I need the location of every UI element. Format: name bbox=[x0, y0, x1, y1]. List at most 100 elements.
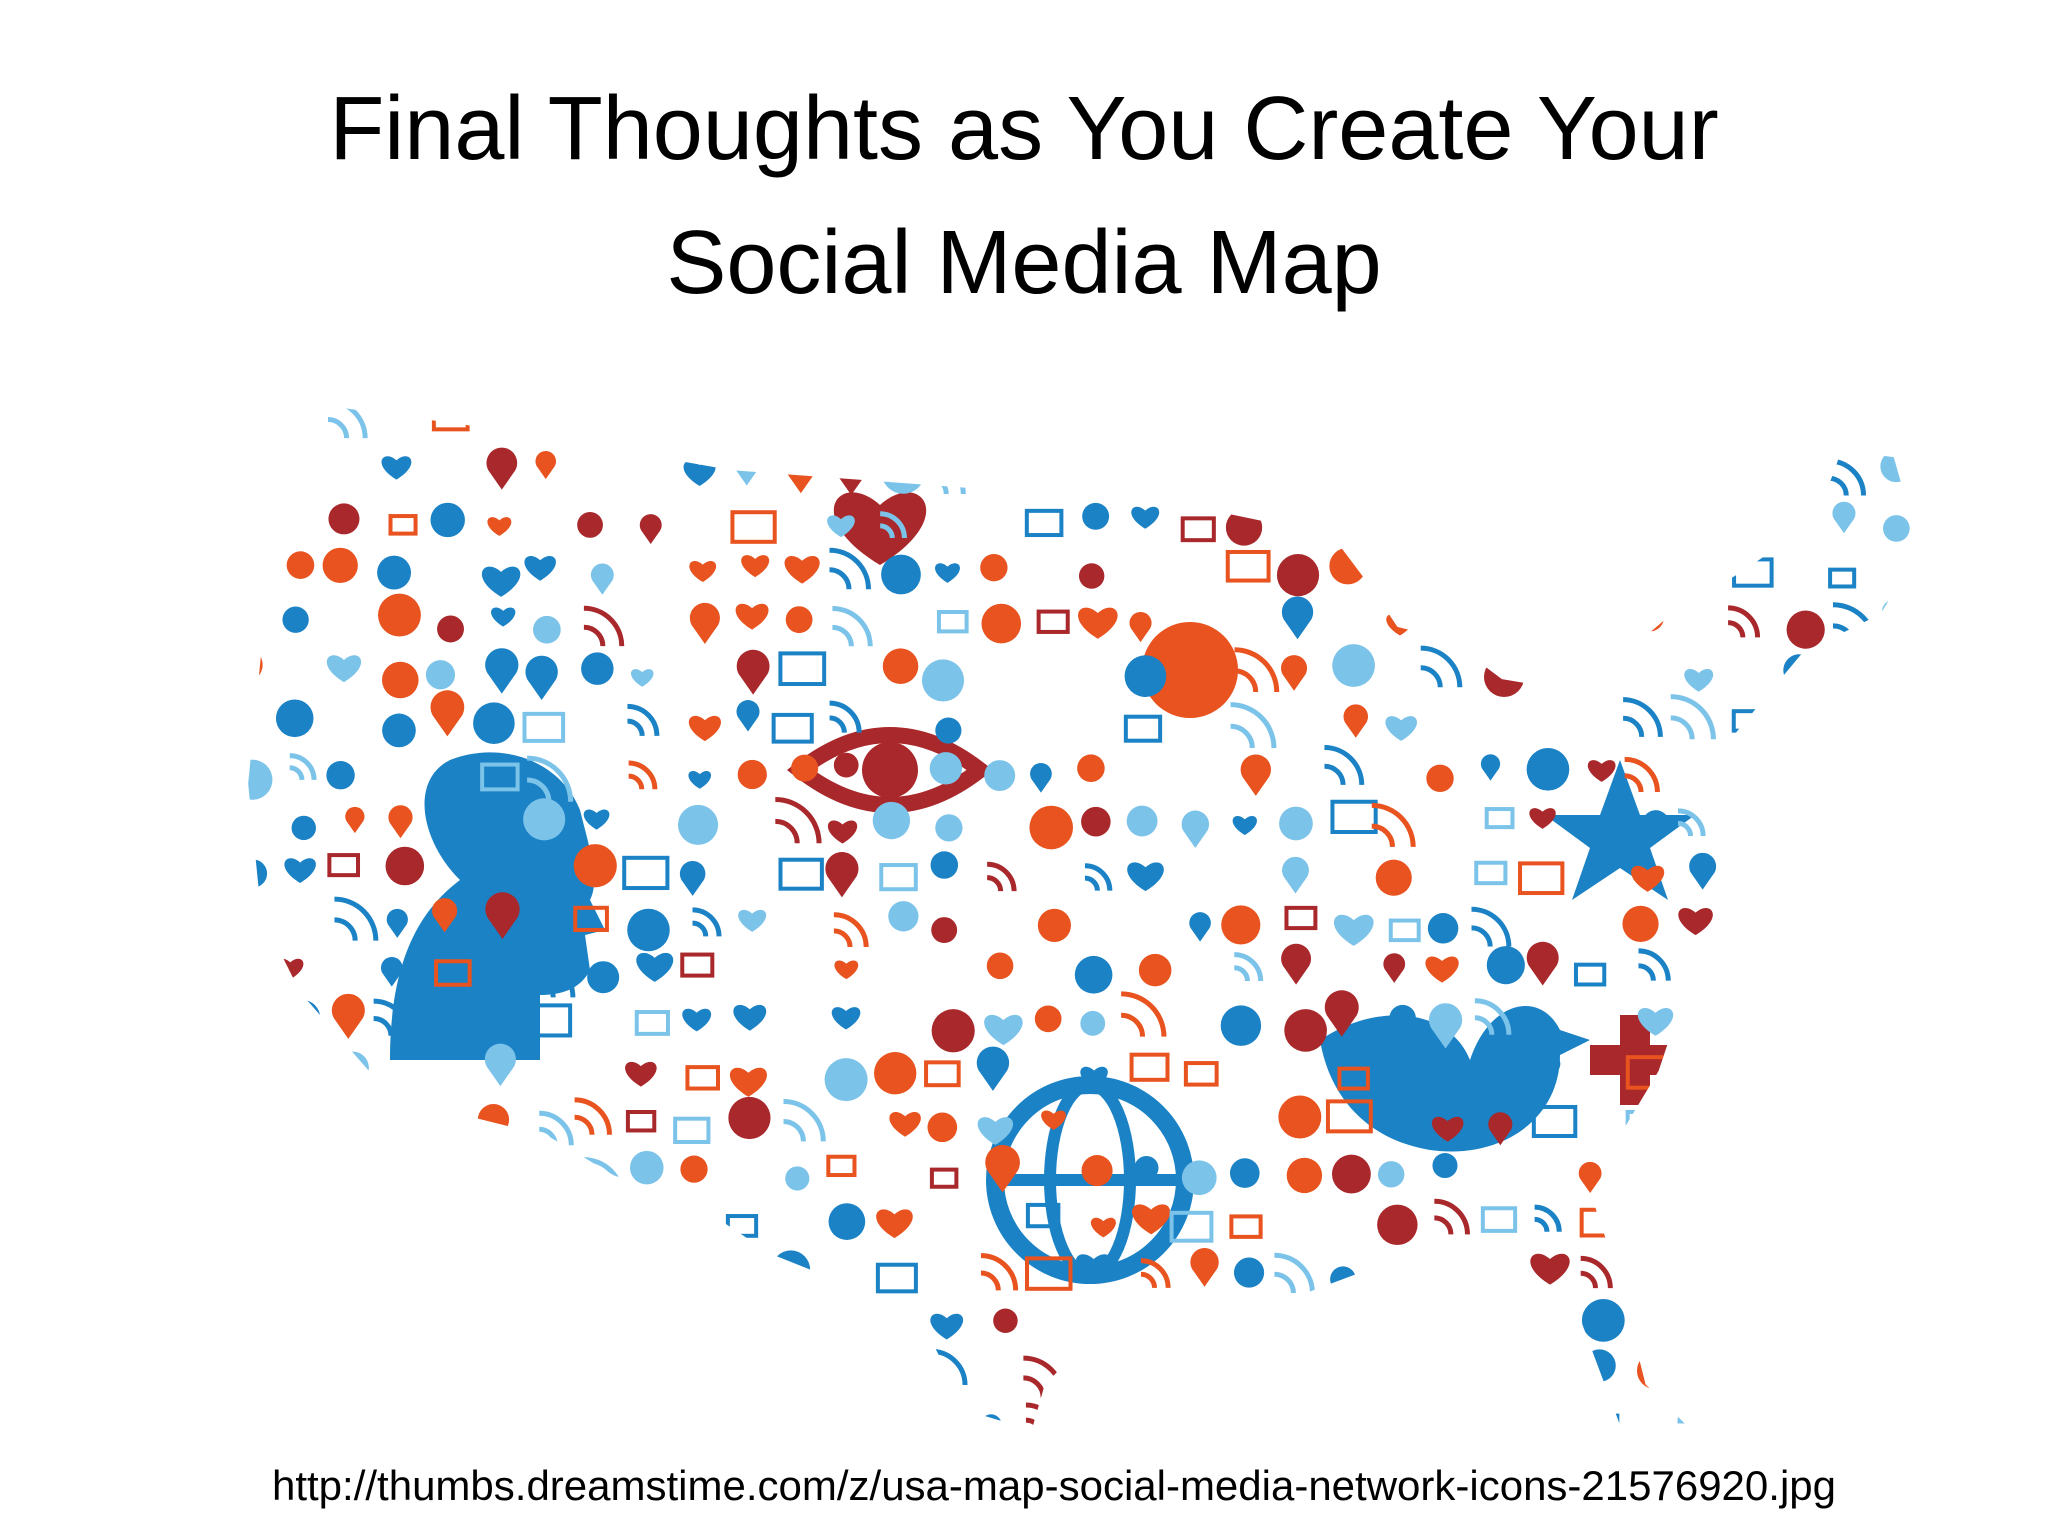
pin-icon bbox=[736, 700, 760, 732]
rss-icon bbox=[1728, 851, 1757, 879]
pin-icon bbox=[248, 1058, 264, 1089]
rss-icon bbox=[248, 1349, 270, 1384]
smiley-icon bbox=[1291, 1408, 1319, 1431]
plus-icon bbox=[1590, 1045, 1680, 1075]
envelope-icon bbox=[1683, 1115, 1717, 1140]
heart-icon bbox=[1080, 1066, 1108, 1089]
pin-icon bbox=[1281, 596, 1314, 640]
heart-icon bbox=[1391, 457, 1418, 479]
pin-icon bbox=[425, 1244, 460, 1293]
pin-icon bbox=[690, 1210, 712, 1240]
rss-icon bbox=[628, 760, 658, 790]
smiley-icon bbox=[834, 1300, 871, 1337]
rss-icon bbox=[1324, 745, 1365, 786]
pin-icon bbox=[628, 1197, 656, 1235]
envelope-icon bbox=[327, 1110, 356, 1132]
smiley-icon bbox=[390, 1353, 415, 1378]
pin-icon bbox=[485, 648, 519, 694]
pin-icon bbox=[345, 806, 365, 834]
heart-icon bbox=[1385, 716, 1418, 741]
smiley-icon bbox=[1535, 549, 1576, 590]
envelope-icon bbox=[284, 1155, 326, 1186]
rss-icon bbox=[1684, 1006, 1724, 1046]
rss-icon bbox=[574, 1097, 612, 1135]
heart-icon bbox=[1627, 1257, 1658, 1282]
envelope-icon bbox=[779, 1319, 811, 1343]
heart-icon bbox=[1090, 1217, 1116, 1238]
smiley-icon bbox=[1134, 1346, 1172, 1385]
rss-icon bbox=[980, 1253, 1019, 1291]
smiley-icon bbox=[629, 1360, 658, 1388]
envelope-icon bbox=[1875, 1112, 1920, 1147]
heart-icon bbox=[827, 820, 858, 844]
pin-icon bbox=[388, 805, 413, 839]
heart-icon bbox=[1078, 607, 1118, 639]
pin-icon bbox=[331, 993, 365, 1039]
heart-icon bbox=[248, 407, 258, 433]
smiley-icon bbox=[1142, 622, 1238, 718]
envelope-icon bbox=[920, 406, 962, 437]
smiley-icon bbox=[533, 615, 561, 644]
smiley-icon bbox=[282, 1359, 312, 1389]
rss-icon bbox=[1638, 948, 1671, 981]
smiley-icon bbox=[833, 752, 859, 778]
pin-icon bbox=[980, 1414, 1002, 1431]
smiley-icon bbox=[1331, 1154, 1371, 1194]
envelope-icon bbox=[1474, 609, 1514, 638]
heart-icon bbox=[741, 555, 770, 578]
envelope-icon bbox=[1025, 1202, 1061, 1229]
smiley-icon bbox=[1785, 1053, 1827, 1095]
envelope-icon bbox=[525, 1003, 573, 1038]
smiley-icon bbox=[1122, 1407, 1160, 1431]
envelope-icon bbox=[725, 1214, 759, 1238]
heart-icon bbox=[1684, 669, 1714, 692]
pin-icon bbox=[1480, 754, 1501, 781]
heart-icon bbox=[1678, 907, 1713, 936]
pin-icon bbox=[1539, 1053, 1561, 1082]
heart-icon bbox=[733, 1004, 767, 1031]
smiley-icon bbox=[630, 1150, 664, 1185]
rss-icon bbox=[1420, 645, 1463, 688]
smiley-icon bbox=[1828, 1316, 1855, 1343]
smiley-icon bbox=[1138, 953, 1172, 987]
heart-icon bbox=[1779, 1119, 1806, 1141]
heart-icon bbox=[930, 1313, 964, 1340]
envelope-icon bbox=[1024, 508, 1064, 538]
envelope-icon bbox=[382, 1415, 423, 1431]
rss-icon bbox=[1670, 694, 1716, 740]
rss-icon bbox=[1234, 952, 1264, 982]
smiley-icon bbox=[771, 1250, 811, 1290]
pin-icon bbox=[1689, 852, 1717, 890]
smiley-icon bbox=[248, 1116, 254, 1144]
smiley-icon bbox=[382, 661, 419, 699]
smiley-icon bbox=[1636, 1352, 1675, 1390]
heart-icon bbox=[1733, 1269, 1761, 1291]
smiley-icon bbox=[1124, 655, 1167, 698]
smiley-icon bbox=[1276, 554, 1320, 597]
smiley-icon bbox=[473, 702, 515, 744]
pin-icon bbox=[1643, 1309, 1668, 1343]
smiley-icon bbox=[677, 804, 719, 845]
rss-icon bbox=[1023, 1355, 1066, 1398]
smiley-icon bbox=[385, 1156, 421, 1192]
smiley-icon bbox=[828, 1203, 866, 1240]
smiley-icon bbox=[1723, 1063, 1759, 1098]
heart-icon bbox=[1735, 1166, 1773, 1196]
pin-icon bbox=[432, 898, 458, 933]
smiley-icon bbox=[248, 859, 268, 888]
rss-icon bbox=[780, 404, 821, 441]
smiley-icon bbox=[1028, 461, 1057, 490]
heart-icon bbox=[483, 966, 516, 993]
heart-icon bbox=[876, 1209, 913, 1239]
envelope-icon bbox=[1524, 1401, 1567, 1431]
pin-icon bbox=[1739, 808, 1762, 839]
smiley-icon bbox=[984, 760, 1016, 792]
pin-icon bbox=[639, 514, 662, 545]
pin-icon bbox=[689, 602, 720, 644]
smiley-icon bbox=[1635, 603, 1665, 632]
rss-icon bbox=[829, 700, 862, 733]
heart-icon bbox=[1177, 410, 1204, 432]
smiley-icon bbox=[1674, 448, 1717, 492]
rss-icon bbox=[1727, 605, 1761, 638]
eye-icon bbox=[862, 742, 918, 798]
